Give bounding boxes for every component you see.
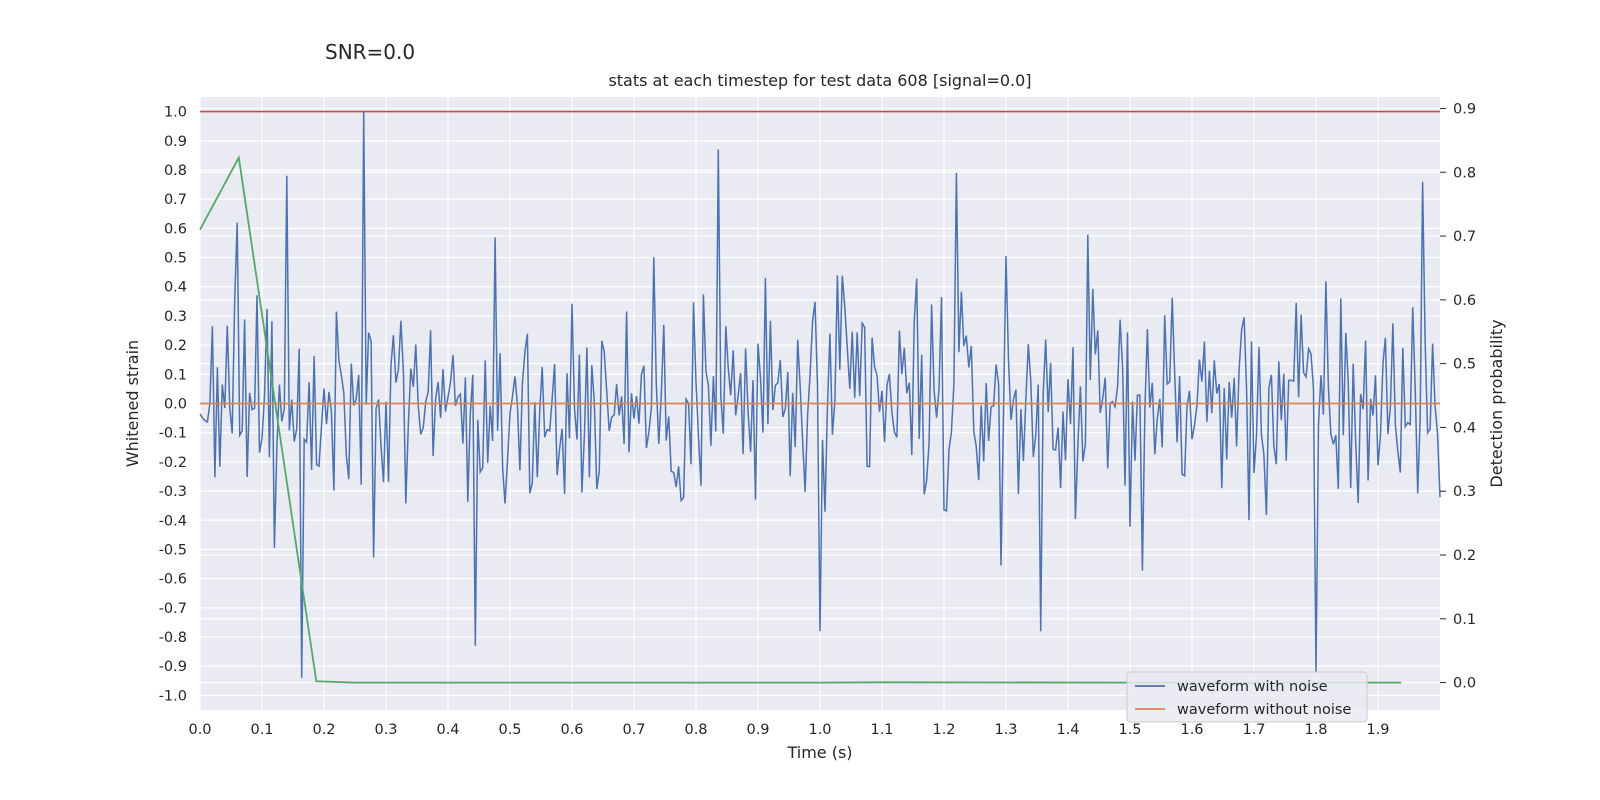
x-tick-label: 1.4 [1056,722,1079,738]
y-tick-label: -0.7 [159,601,187,617]
x-tick-label: 1.7 [1242,722,1265,738]
y-tick-label: -0.2 [159,455,187,471]
y-tick-label: 0.4 [164,280,187,296]
y2-tick-label: 0.6 [1453,293,1476,309]
y-tick-label: -0.3 [159,484,187,500]
y-tick-label: -0.1 [159,426,187,442]
x-tick-label: 0.4 [436,722,459,738]
x-tick-label: 0.3 [374,722,397,738]
x-tick-label: 0.1 [250,722,273,738]
y-tick-label: 1.0 [164,105,187,121]
y2-tick-label: 0.3 [1453,484,1476,500]
y-tick-label: -0.6 [159,572,187,588]
x-axis-label: Time (s) [786,743,852,762]
y-tick-label: 0.7 [164,192,187,208]
y2-tick-label: 0.1 [1453,612,1476,628]
y2-tick-label: 0.7 [1453,229,1476,245]
x-tick-label: 0.6 [560,722,583,738]
x-tick-label: 1.1 [870,722,893,738]
y-tick-label: -0.4 [159,513,187,529]
y-tick-label: 0.0 [164,397,187,413]
legend-label-noise: waveform with noise [1177,679,1328,695]
legend-box [1126,671,1368,723]
chart-title: stats at each timestep for test data 608… [608,71,1031,90]
y-tick-label: 0.6 [164,221,187,237]
y2-tick-label: 0.9 [1453,101,1476,117]
y2-tick-label: 0.2 [1453,548,1476,564]
series-detection-probability [199,154,1402,684]
y-tick-label: 0.2 [164,338,187,354]
x-tick-label: 1.0 [808,722,831,738]
y2-tick-label: 0.5 [1453,357,1476,373]
series-waveform-with-noise [199,111,1441,678]
y-tick-label: 0.8 [164,163,187,179]
y-tick-label: 0.1 [164,367,187,383]
x-tick-label: 0.0 [188,722,211,738]
x-tick-label: 0.8 [684,722,707,738]
figure-suptitle: SNR=0.0 [325,40,416,64]
y-tick-label: -0.5 [159,542,187,558]
y-tick-label: 0.5 [164,251,187,267]
legend-label-clean: waveform without noise [1177,702,1351,718]
x-tick-label: 1.2 [932,722,955,738]
y2-tick-label: 0.4 [1453,420,1476,436]
axes-layer: 0.0 0.1 0.2 0.3 0.4 0.5 0.6 0.7 0.8 0.9 1.0 1.1 1.2 1… [159,101,1476,738]
x-tick-label: 0.2 [312,722,335,738]
y2-axis-label: Detection probability [1487,319,1506,487]
y-tick-label: -1.0 [159,688,187,704]
y2-tick-label: 0.8 [1453,165,1476,181]
x-tick-label: 1.5 [1118,722,1141,738]
y2-tick-label: 0.0 [1453,676,1476,692]
x-tick-label: 1.9 [1366,722,1389,738]
x-tick-label: 1.6 [1180,722,1203,738]
x-tick-label: 0.5 [498,722,521,738]
y-tick-label: -0.8 [159,630,187,646]
series-layer [199,110,1441,684]
y-tick-label: 0.9 [164,134,187,150]
x-tick-label: 0.9 [746,722,769,738]
y-tick-label: -0.9 [159,659,187,675]
x-tick-label: 1.3 [994,722,1017,738]
x-tick-label: 0.7 [622,722,645,738]
y-tick-label: 0.3 [164,309,187,325]
y-axis-label: Whitened strain [123,340,142,467]
legend: waveform with noise waveform without noi… [1126,671,1368,723]
x-tick-label: 1.8 [1304,722,1327,738]
